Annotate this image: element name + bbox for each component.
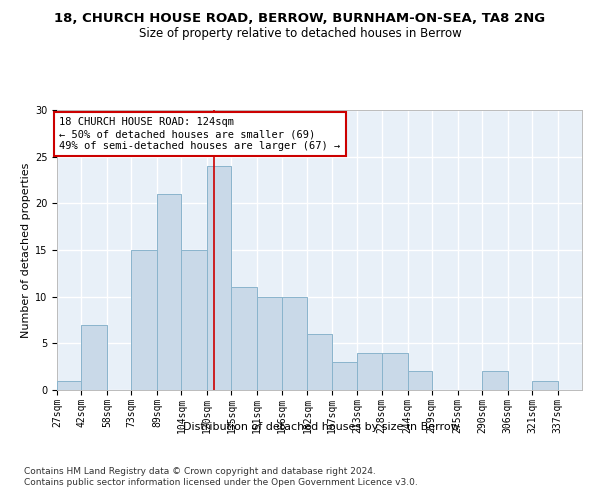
Bar xyxy=(332,362,358,390)
Text: 18 CHURCH HOUSE ROAD: 124sqm
← 50% of detached houses are smaller (69)
49% of se: 18 CHURCH HOUSE ROAD: 124sqm ← 50% of de… xyxy=(59,118,341,150)
Bar xyxy=(207,166,232,390)
Text: Distribution of detached houses by size in Berrow: Distribution of detached houses by size … xyxy=(182,422,460,432)
Bar xyxy=(81,324,107,390)
Text: 18, CHURCH HOUSE ROAD, BERROW, BURNHAM-ON-SEA, TA8 2NG: 18, CHURCH HOUSE ROAD, BERROW, BURNHAM-O… xyxy=(55,12,545,26)
Bar xyxy=(257,296,281,390)
Y-axis label: Number of detached properties: Number of detached properties xyxy=(20,162,31,338)
Bar xyxy=(407,372,432,390)
Bar xyxy=(532,380,558,390)
Bar xyxy=(482,372,508,390)
Bar xyxy=(131,250,157,390)
Bar xyxy=(307,334,332,390)
Bar xyxy=(382,352,407,390)
Bar xyxy=(157,194,181,390)
Text: Contains HM Land Registry data © Crown copyright and database right 2024.
Contai: Contains HM Land Registry data © Crown c… xyxy=(24,468,418,487)
Bar xyxy=(358,352,382,390)
Bar xyxy=(281,296,307,390)
Text: Size of property relative to detached houses in Berrow: Size of property relative to detached ho… xyxy=(139,28,461,40)
Bar xyxy=(232,288,257,390)
Bar xyxy=(181,250,207,390)
Bar xyxy=(57,380,81,390)
